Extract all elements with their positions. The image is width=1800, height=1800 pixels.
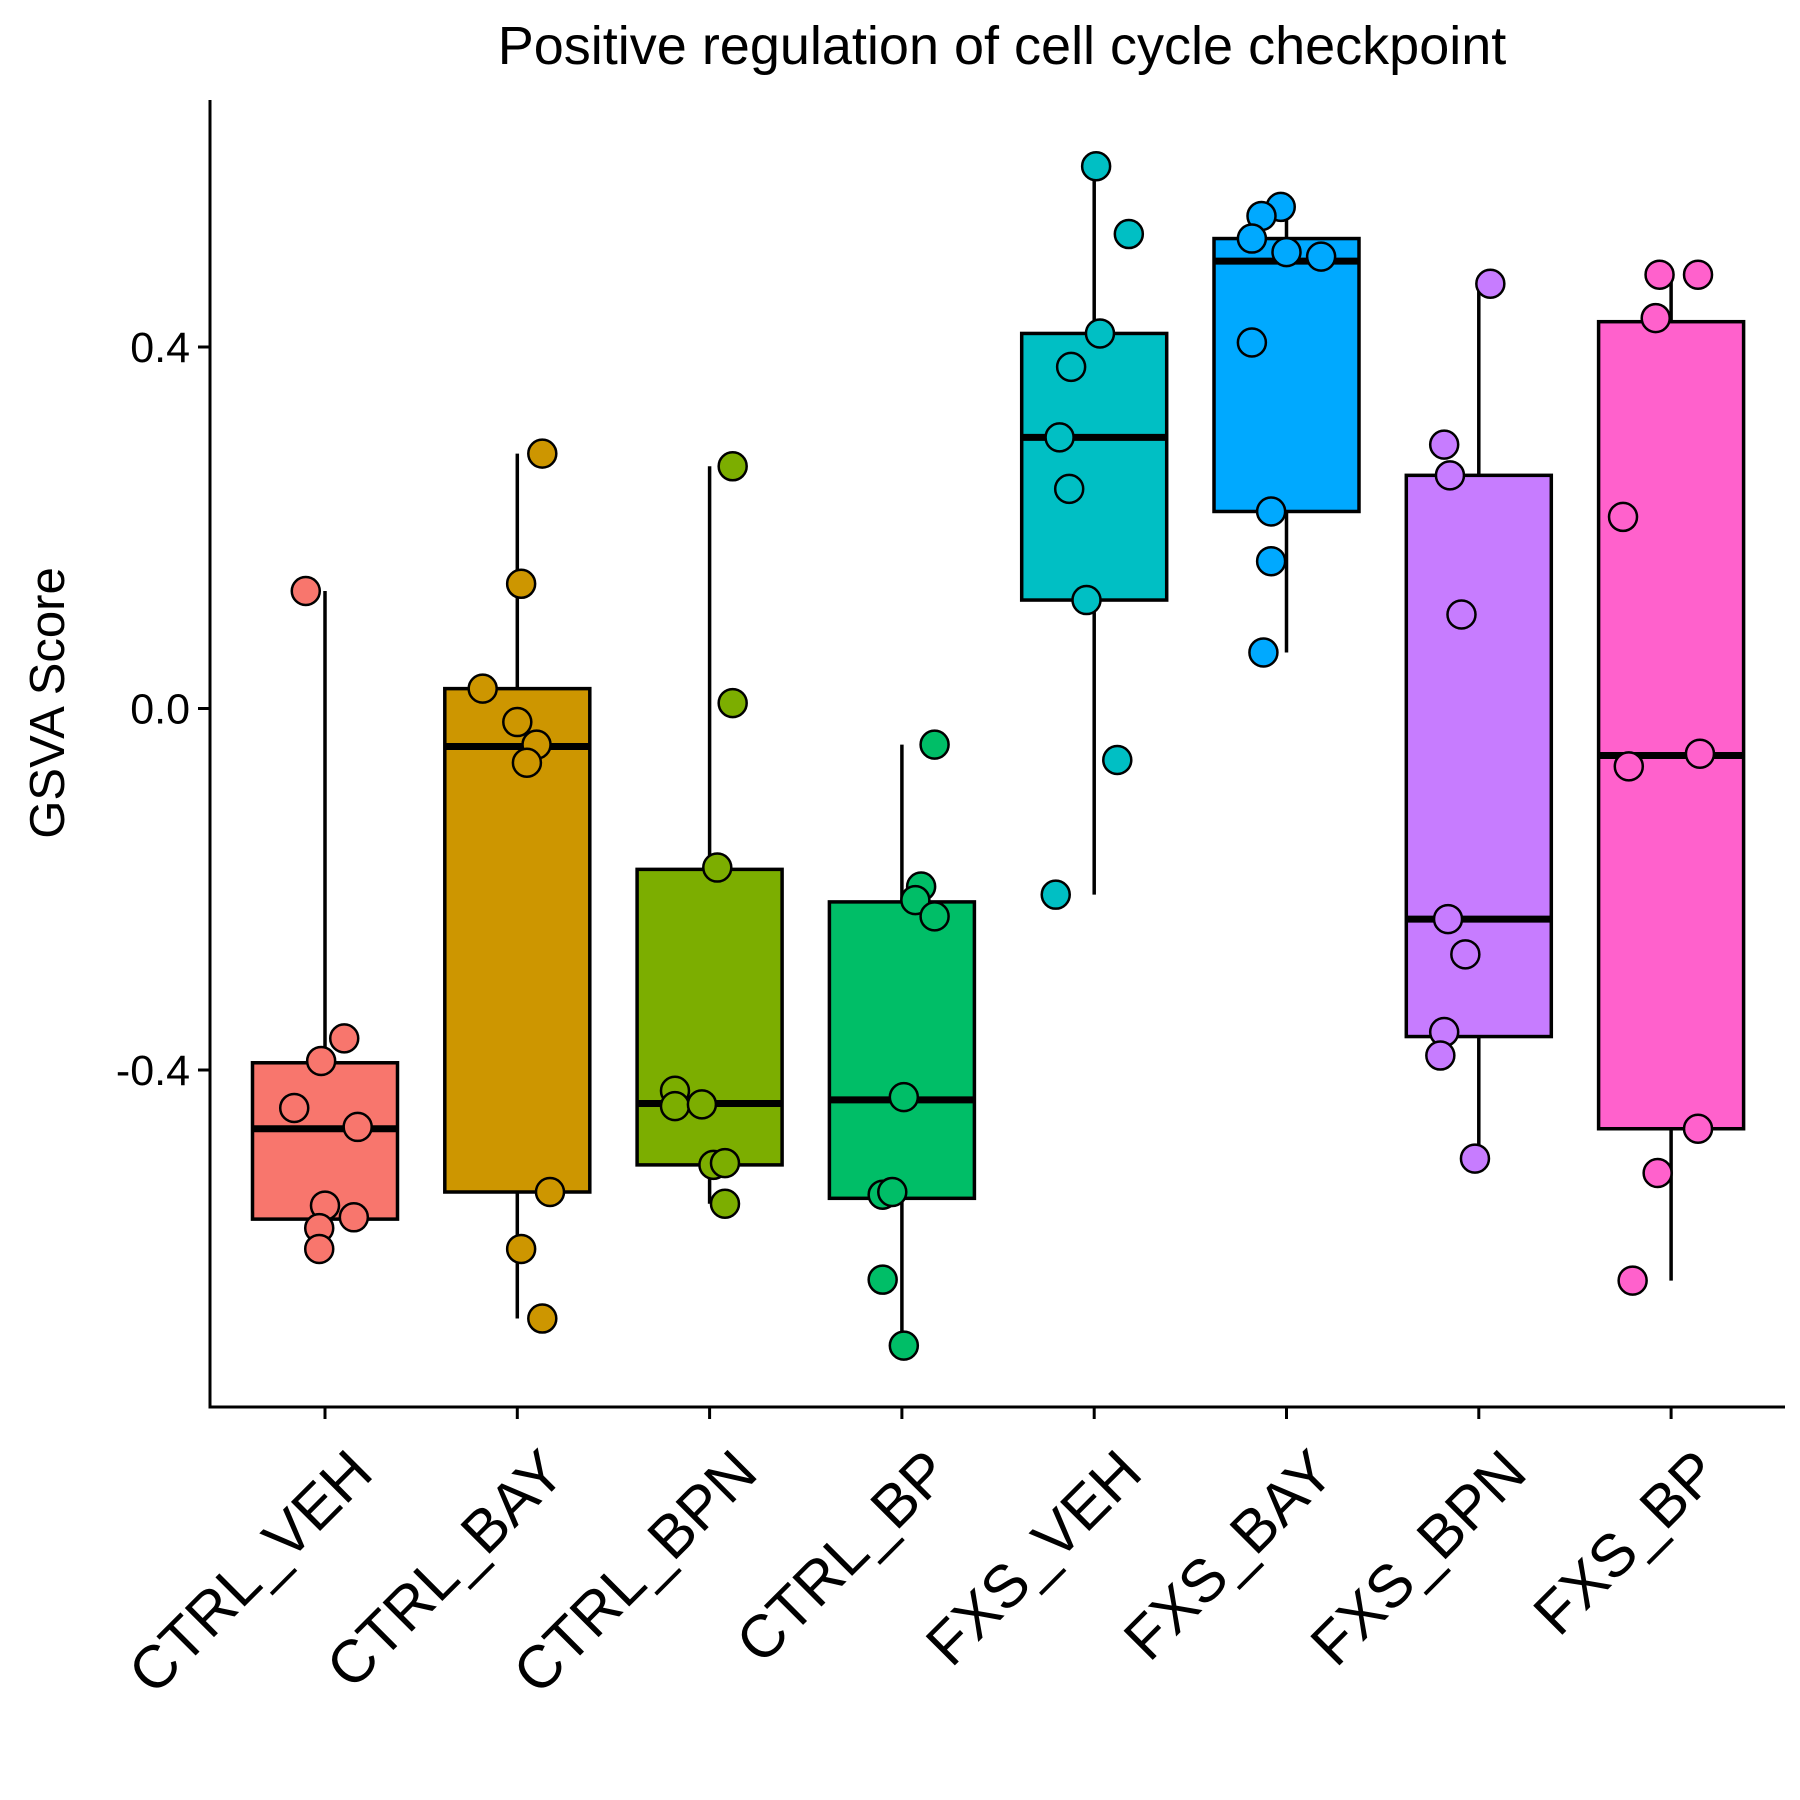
data-point bbox=[1071, 584, 1102, 616]
data-point bbox=[303, 1233, 335, 1265]
data-point bbox=[709, 1188, 741, 1220]
box bbox=[1212, 236, 1361, 514]
data-point bbox=[1682, 259, 1714, 290]
data-point bbox=[1434, 460, 1466, 491]
data-point bbox=[1428, 429, 1460, 460]
box bbox=[827, 900, 977, 1201]
data-point bbox=[1113, 218, 1145, 250]
data-point bbox=[1255, 496, 1287, 527]
data-point bbox=[1055, 351, 1087, 383]
data-point bbox=[467, 673, 498, 704]
data-point bbox=[1102, 744, 1133, 776]
data-point bbox=[919, 729, 950, 760]
plot-area: 0.40.0-0.4CTRL_VEHCTRL_BAYCTRL_BPNCTRL_B… bbox=[116, 100, 1785, 1706]
data-point bbox=[900, 884, 931, 916]
data-point bbox=[1425, 1040, 1456, 1071]
data-point bbox=[527, 438, 558, 469]
y-tick-label: -0.4 bbox=[116, 1047, 190, 1095]
data-point bbox=[1044, 422, 1075, 453]
data-point bbox=[717, 687, 748, 719]
data-point bbox=[1084, 318, 1116, 349]
data-point bbox=[702, 852, 733, 883]
x-tick-label: FXS_BP bbox=[1521, 1437, 1731, 1647]
data-point bbox=[1305, 241, 1337, 272]
data-point bbox=[919, 901, 950, 932]
data-point bbox=[1475, 268, 1506, 299]
data-point bbox=[1255, 545, 1287, 577]
group-fxs-bp: FXS_BP bbox=[1521, 259, 1746, 1647]
data-point bbox=[1053, 473, 1085, 505]
data-point bbox=[511, 747, 543, 778]
box bbox=[635, 867, 784, 1167]
data-point bbox=[505, 1233, 537, 1265]
data-point bbox=[1432, 903, 1464, 935]
data-point bbox=[1644, 259, 1675, 290]
data-point bbox=[659, 1090, 691, 1122]
data-point bbox=[1640, 302, 1671, 334]
data-point bbox=[1459, 1143, 1491, 1174]
data-point bbox=[1236, 223, 1268, 254]
group-ctrl-veh: CTRL_VEH bbox=[116, 575, 400, 1706]
data-point bbox=[1040, 879, 1071, 910]
data-point bbox=[1450, 939, 1481, 970]
data-point bbox=[1271, 236, 1302, 268]
data-point bbox=[867, 1264, 898, 1295]
data-point bbox=[1607, 501, 1639, 533]
data-point bbox=[888, 1330, 920, 1361]
data-point bbox=[305, 1045, 337, 1077]
data-point bbox=[1617, 1265, 1648, 1296]
data-point bbox=[1236, 327, 1268, 358]
data-point bbox=[1684, 738, 1716, 769]
data-point bbox=[278, 1092, 310, 1124]
data-point bbox=[717, 451, 748, 482]
y-axis-label: GSVA Score bbox=[21, 567, 75, 838]
data-point bbox=[338, 1202, 370, 1233]
data-point bbox=[1248, 637, 1279, 668]
data-point bbox=[1682, 1113, 1714, 1144]
data-point bbox=[527, 1303, 558, 1334]
data-point bbox=[328, 1023, 360, 1054]
data-point bbox=[290, 575, 322, 607]
y-tick-label: 0.4 bbox=[130, 324, 190, 372]
box bbox=[1596, 319, 1746, 1131]
data-point bbox=[888, 1081, 920, 1113]
data-point bbox=[1446, 599, 1477, 630]
data-point bbox=[342, 1111, 373, 1143]
box bbox=[1019, 331, 1169, 602]
data-point bbox=[534, 1176, 566, 1208]
data-point bbox=[877, 1176, 908, 1208]
data-point bbox=[502, 706, 533, 738]
data-point bbox=[505, 568, 537, 600]
data-point bbox=[1613, 751, 1645, 782]
chart-title: Positive regulation of cell cycle checkp… bbox=[498, 16, 1507, 76]
data-point bbox=[1642, 1157, 1673, 1189]
data-point bbox=[1080, 151, 1112, 182]
data-point bbox=[686, 1089, 718, 1120]
y-tick-label: 0.0 bbox=[130, 686, 190, 734]
box bbox=[1404, 473, 1554, 1039]
data-point bbox=[709, 1147, 741, 1179]
